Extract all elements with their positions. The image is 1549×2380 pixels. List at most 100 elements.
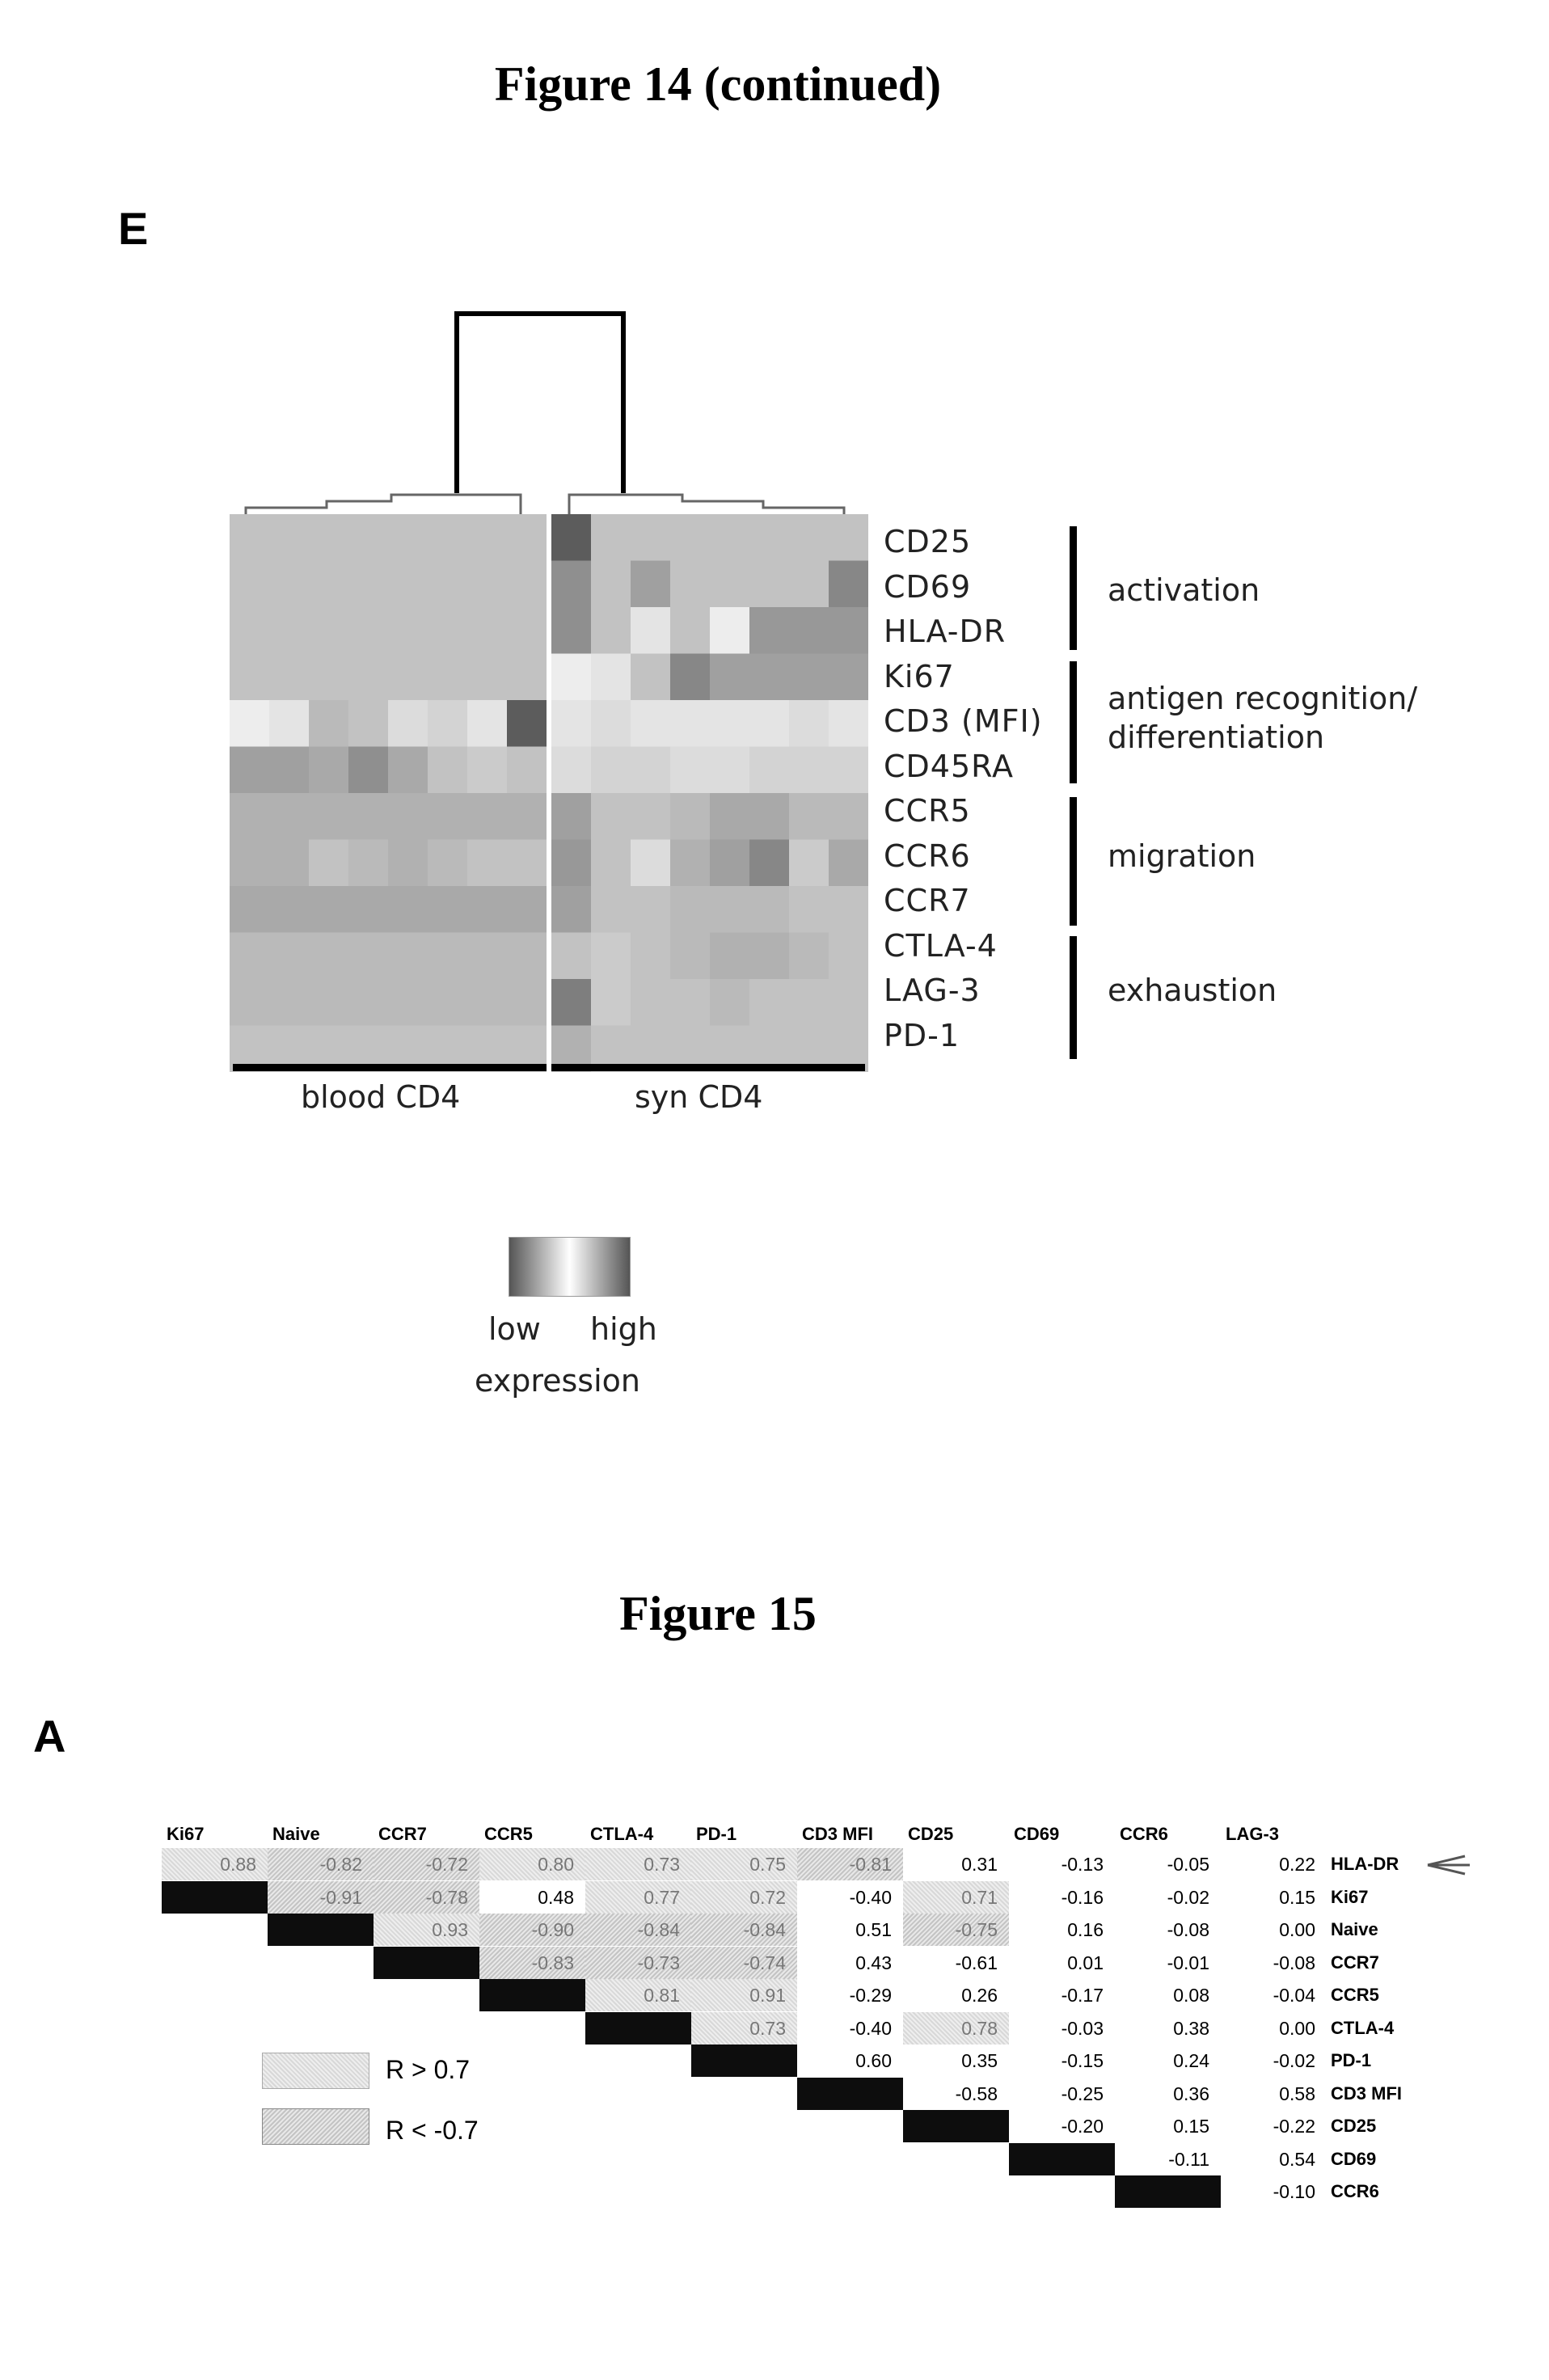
heatmap-cell xyxy=(507,933,547,980)
heatmap-cell xyxy=(507,561,547,608)
heatmap-cell xyxy=(507,747,547,794)
heatmap-cell xyxy=(428,607,467,654)
table-column-header: CCR6 xyxy=(1120,1824,1168,1845)
heatmap-cell xyxy=(749,979,789,1026)
heatmap-cell xyxy=(348,747,388,794)
table-cell: 0.16 xyxy=(1009,1914,1115,1946)
arrow-pointing-left-icon xyxy=(1424,1853,1473,1877)
heatmap-cell xyxy=(591,561,631,608)
heatmap-cell xyxy=(710,886,749,933)
heatmap-cell xyxy=(631,700,670,747)
table-cell: -0.02 xyxy=(1115,1881,1221,1914)
heatmap-cell xyxy=(631,933,670,980)
heatmap-row-label: CTLA-4 xyxy=(884,930,998,962)
blood-group-bar xyxy=(233,1064,547,1071)
heatmap-cell xyxy=(551,607,591,654)
heatmap-cell xyxy=(551,561,591,608)
heatmap-cell xyxy=(591,654,631,701)
heatmap-cell xyxy=(789,886,829,933)
heatmap-cell xyxy=(467,700,507,747)
heatmap-cell xyxy=(507,514,547,561)
legend-label-positive: R > 0.7 xyxy=(386,2055,470,2085)
table-cell: -0.13 xyxy=(1009,1848,1115,1880)
heatmap-cell xyxy=(829,979,868,1026)
table-cell: -0.81 xyxy=(797,1848,903,1880)
heatmap-cell xyxy=(269,840,309,887)
heatmap-cell xyxy=(428,747,467,794)
heatmap-cell xyxy=(309,607,348,654)
heatmap-cell xyxy=(551,747,591,794)
heatmap-cell xyxy=(309,840,348,887)
heatmap-cell xyxy=(749,654,789,701)
heatmap-cell xyxy=(230,840,269,887)
heatmap-cell xyxy=(829,654,868,701)
heatmap-cell xyxy=(710,607,749,654)
heatmap-cell xyxy=(789,607,829,654)
dendrogram-blood-branch xyxy=(246,495,521,514)
heatmap-row-label: HLA-DR xyxy=(884,615,1006,648)
table-cell: 0.00 xyxy=(1221,1914,1327,1946)
table-cell: 0.26 xyxy=(903,1979,1009,2011)
heatmap-cell xyxy=(467,793,507,840)
heatmap-cell xyxy=(551,654,591,701)
table-cell: 0.54 xyxy=(1221,2143,1327,2175)
table-cell: 0.60 xyxy=(797,2045,903,2077)
heatmap-cell xyxy=(309,700,348,747)
heatmap-cell xyxy=(631,840,670,887)
table-cell: 0.58 xyxy=(1221,2078,1327,2110)
heatmap-cell xyxy=(789,747,829,794)
heatmap-cell xyxy=(670,793,710,840)
heatmap-cell xyxy=(467,514,507,561)
heatmap-cell xyxy=(631,514,670,561)
heatmap-cell xyxy=(789,514,829,561)
heatmap-cell xyxy=(829,747,868,794)
heatmap-cell xyxy=(631,607,670,654)
table-row-label: CCR5 xyxy=(1331,1979,1379,2011)
table-column-header: Ki67 xyxy=(167,1824,204,1845)
heatmap-cell xyxy=(348,793,388,840)
heatmap-cell xyxy=(269,607,309,654)
row-group-bar-exhaustion xyxy=(1070,936,1077,1059)
heatmap-cell xyxy=(230,793,269,840)
table-row-label: HLA-DR xyxy=(1331,1848,1399,1880)
heatmap-cell xyxy=(749,747,789,794)
heatmap-cell xyxy=(591,514,631,561)
dendrogram-root xyxy=(457,314,623,493)
heatmap-cell xyxy=(269,886,309,933)
table-cell: 0.80 xyxy=(479,1848,585,1880)
heatmap-cell xyxy=(269,747,309,794)
row-group-bar-antigen xyxy=(1070,661,1077,783)
heatmap-cell xyxy=(749,933,789,980)
heatmap-cell xyxy=(710,979,749,1026)
legend-label-negative: R < -0.7 xyxy=(386,2116,479,2146)
table-cell: -0.25 xyxy=(1009,2078,1115,2110)
table-cell: -0.58 xyxy=(903,2078,1009,2110)
table-cell: -0.02 xyxy=(1221,2045,1327,2077)
heatmap-cell xyxy=(591,700,631,747)
table-cell: 0.08 xyxy=(1115,1979,1221,2011)
heatmap-cell xyxy=(631,979,670,1026)
heatmap-cell xyxy=(551,700,591,747)
heatmap-cell xyxy=(551,840,591,887)
row-group-antigen-line2: differentiation xyxy=(1108,718,1324,757)
heatmap-row-label: CD69 xyxy=(884,571,971,603)
heatmap-cell xyxy=(749,514,789,561)
heatmap-cell xyxy=(230,654,269,701)
heatmap-cell xyxy=(230,561,269,608)
heatmap-cell xyxy=(388,886,428,933)
heatmap-cell xyxy=(467,561,507,608)
dendrogram-syn-branch xyxy=(569,495,844,514)
table-cell: 0.38 xyxy=(1115,2012,1221,2045)
table-column-header: Naive xyxy=(272,1824,320,1845)
heatmap-cell xyxy=(309,561,348,608)
heatmap-cell xyxy=(749,700,789,747)
heatmap-cell xyxy=(591,747,631,794)
heatmap-row-label: LAG-3 xyxy=(884,974,981,1006)
heatmap-cell xyxy=(269,793,309,840)
heatmap-cell xyxy=(710,700,749,747)
heatmap-cell xyxy=(507,607,547,654)
heatmap-cell xyxy=(829,607,868,654)
table-diagonal-cell xyxy=(691,2045,797,2077)
heatmap-cell xyxy=(829,561,868,608)
table-cell: -0.04 xyxy=(1221,1979,1327,2011)
